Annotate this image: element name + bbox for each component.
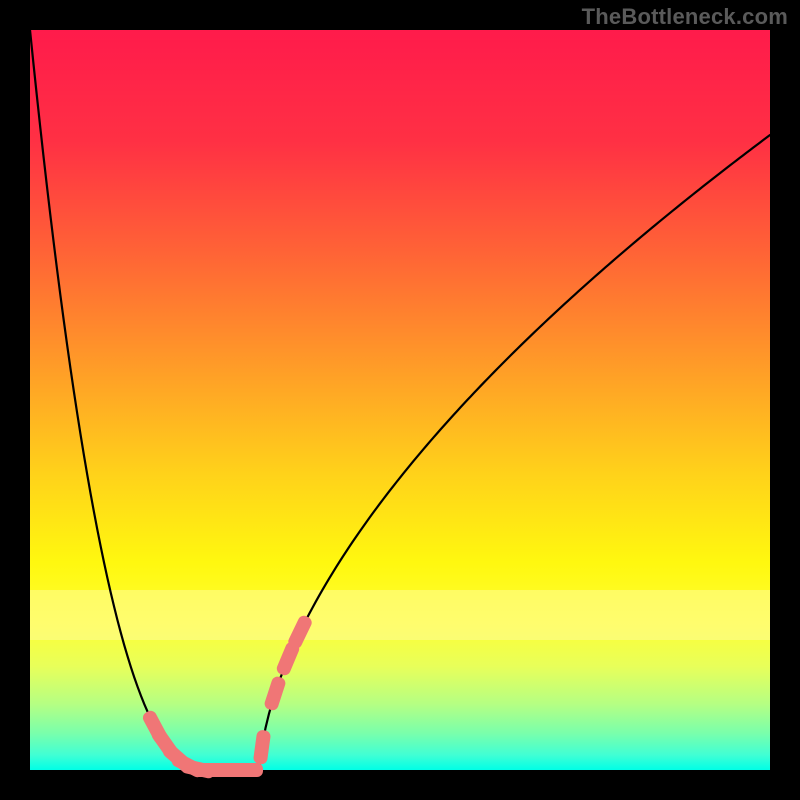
gradient-background bbox=[30, 30, 770, 770]
watermark-text: TheBottleneck.com bbox=[582, 4, 788, 30]
chart-svg bbox=[0, 0, 800, 800]
curve-marker bbox=[229, 763, 263, 777]
chart-root: TheBottleneck.com bbox=[0, 0, 800, 800]
highlight-band bbox=[30, 590, 770, 640]
